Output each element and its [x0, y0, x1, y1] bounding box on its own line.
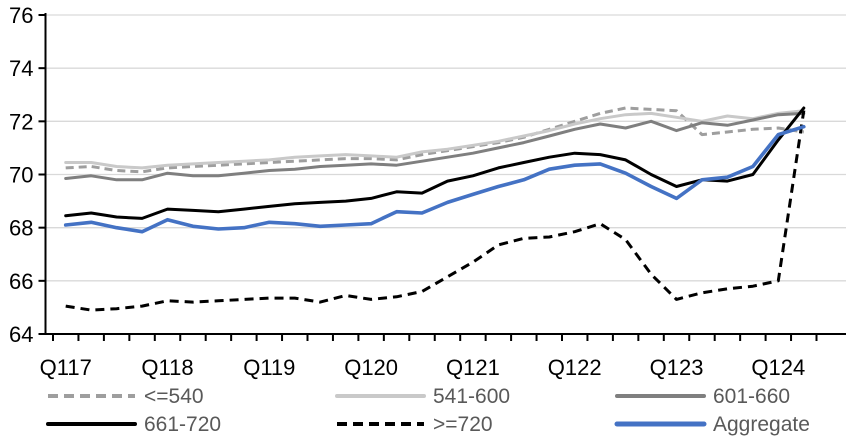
legend-item: 661-720	[46, 413, 221, 436]
legend-label: <=540	[144, 385, 204, 408]
legend-label: 601-660	[713, 385, 790, 408]
series-line-661-720	[64, 106, 806, 220]
legend-item: 541-600	[335, 385, 510, 408]
legend-item: Aggregate	[614, 413, 810, 436]
legend-item: <=540	[48, 385, 204, 408]
legend-item: 601-660	[615, 385, 790, 408]
y-tick-label: 64	[9, 322, 33, 347]
axes	[38, 13, 846, 341]
series-line-601-660	[64, 111, 806, 182]
x-tick-label: Q124	[751, 355, 805, 380]
x-tick-label: Q118	[141, 355, 193, 380]
series-line-541-600	[64, 109, 806, 170]
x-tick-label: Q123	[650, 355, 704, 380]
y-tick-labels: 76 74 72 70 68 66 64	[9, 3, 33, 347]
x-tick-labels: Q117 Q118 Q119 Q120 Q121 Q122 Q123 Q124	[40, 355, 806, 380]
y-tick-label: 70	[9, 163, 33, 188]
x-tick-label: Q119	[243, 355, 295, 380]
chart-legend: <=540 541-600 601-660 661-720 >=720 Aggregate	[46, 385, 810, 436]
y-tick-label: 68	[9, 216, 33, 241]
x-tick-label: Q117	[40, 355, 92, 380]
x-tick-label: Q120	[344, 355, 398, 380]
legend-label: >=720	[433, 413, 493, 436]
y-tick-label: 76	[9, 3, 33, 28]
y-tick-label: 66	[9, 269, 33, 294]
legend-label: 661-720	[144, 413, 221, 436]
series-line-540	[65, 106, 805, 174]
series-line-Aggregate	[63, 124, 806, 234]
y-tick-label: 74	[9, 56, 33, 81]
legend-item: >=720	[337, 413, 493, 436]
y-tick-label: 72	[9, 109, 33, 134]
legend-label: Aggregate	[713, 413, 810, 436]
x-tick-label: Q122	[548, 355, 602, 380]
x-tick-label: Q121	[446, 355, 500, 380]
series-lines	[63, 106, 806, 312]
legend-label: 541-600	[433, 385, 510, 408]
series-line-720	[65, 110, 806, 312]
